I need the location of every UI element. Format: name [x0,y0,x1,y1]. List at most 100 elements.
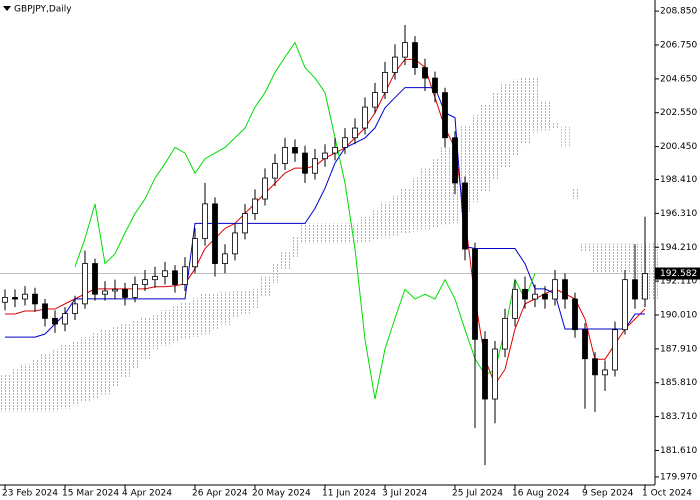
y-tick-label: 192.110 [660,277,697,287]
kumo-cloud [170,305,180,343]
candle-body [242,213,248,234]
kumo-cloud [350,223,360,244]
kumo-cloud [290,236,300,258]
y-tick-label: 185.810 [660,378,697,388]
candle-body [602,369,608,376]
kumo-cloud [400,188,410,234]
kumo-cloud [150,314,160,350]
candle-body [262,177,268,200]
kumo-cloud [60,345,70,409]
candle-body [22,293,28,300]
candle-body [82,263,88,305]
indicator-line [74,41,536,400]
candle-body [472,248,478,340]
candle-body [282,147,288,164]
last-price-label: 192.582 [660,269,697,279]
plot-area [0,24,660,466]
kumo-cloud [580,243,590,253]
kumo-cloud [200,293,210,335]
symbol-menu-icon[interactable] [3,6,11,11]
kumo-cloud [490,92,500,180]
y-tick-label: 198.410 [660,175,697,185]
candle-body [352,127,358,139]
candle-body [172,270,178,285]
kumo-cloud [510,79,520,156]
kumo-cloud [390,195,400,236]
candle-body [292,147,298,154]
x-tick-label: 16 Aug 2024 [512,489,570,499]
candle-body [512,288,518,319]
kumo-cloud [340,223,350,244]
candle-body [312,158,318,174]
candle-body [412,42,418,68]
kumo-cloud [140,316,150,359]
candle-body [562,279,568,300]
candle-body [542,293,548,300]
kumo-cloud [540,100,550,131]
candle-body [502,317,508,350]
kumo-cloud [610,243,620,274]
candle-body [112,288,118,292]
candle-body [32,293,38,305]
candle-body [632,279,638,300]
candle-body [322,152,328,160]
candle-body [272,163,278,179]
x-tick-label: 15 Mar 2024 [62,489,119,499]
kumo-cloud [10,369,20,412]
kumo-cloud [360,216,370,242]
candle-body [402,42,408,58]
kumo-cloud [530,77,540,133]
kumo-cloud [120,322,130,379]
candle-body [612,329,618,371]
kumo-cloud [560,126,570,148]
kumo-cloud [190,297,200,337]
kumo-cloud [130,320,140,369]
candle-body [192,238,198,268]
kumo-cloud [100,329,110,395]
candle-body [12,297,18,300]
candle-body [302,152,308,174]
candle-body [232,232,238,255]
candle-body [432,77,438,93]
candle-body [152,276,158,281]
kumo-cloud [110,325,120,387]
kumo-cloud [470,115,480,203]
y-tick-label: 202.550 [660,108,697,118]
kumo-cloud [320,223,330,244]
candle-body [392,56,398,73]
candle-body [362,106,368,129]
candle-body [552,279,558,300]
x-tick-label: 4 Apr 2024 [122,489,172,499]
kumo-cloud [210,292,220,330]
candle-body [422,67,428,79]
kumo-cloud [380,202,390,238]
y-tick-label: 194.210 [660,243,697,253]
kumo-cloud [590,243,600,274]
y-tick-label: 190.010 [660,311,697,321]
x-tick-label: 23 Feb 2024 [2,489,58,499]
x-tick-label: 3 Jul 2024 [382,489,427,499]
kumo-cloud [0,374,10,412]
y-tick-label: 200.450 [660,142,697,152]
candle-body [122,288,128,298]
x-tick-label: 1 Oct 2024 [642,489,692,499]
kumo-cloud [50,349,60,412]
y-tick-label: 183.710 [660,412,697,422]
kumo-cloud [250,288,260,310]
candle-body [622,279,628,331]
candle-body [202,203,208,239]
kumo-cloud [260,276,270,296]
kumo-cloud [180,301,190,340]
candle-body [462,182,468,250]
kumo-cloud [240,289,250,314]
y-tick-label: 206.750 [660,41,697,51]
x-tick-label: 11 Jun 2024 [322,489,376,499]
kumo-cloud [20,364,30,412]
kumo-cloud [30,359,40,412]
candle-body [72,303,78,314]
candle-body [532,293,538,300]
candle-body [2,297,8,303]
x-tick-label: 9 Sep 2024 [582,489,634,499]
